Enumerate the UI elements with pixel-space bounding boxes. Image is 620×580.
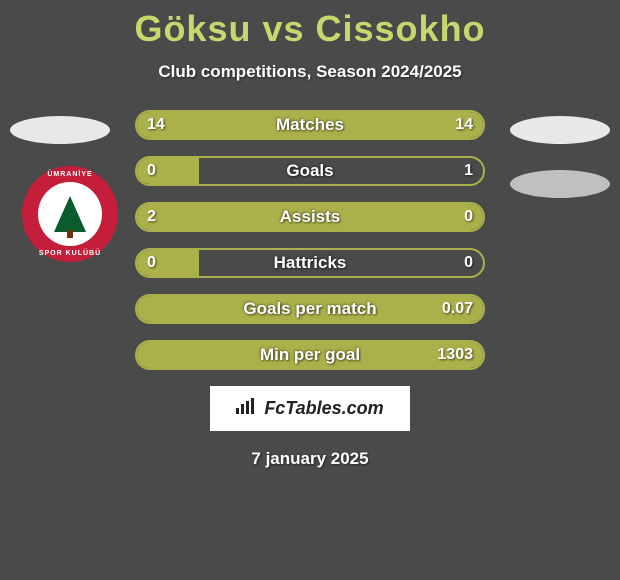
fctables-logo: FcTables.com <box>210 386 410 431</box>
stat-row: Matches 14 14 <box>135 110 485 140</box>
stat-label: Matches <box>276 115 344 135</box>
comparison-title: Göksu vs Cissokho <box>0 0 620 50</box>
stat-value-right: 0 <box>464 254 473 272</box>
stat-row: Assists 2 0 <box>135 202 485 232</box>
logo-text: FcTables.com <box>264 398 383 419</box>
badge-ring: ÜMRANİYE SPOR KULÜBÜ <box>22 166 118 262</box>
stat-label: Goals <box>286 161 333 181</box>
stat-label: Goals per match <box>243 299 376 319</box>
stat-value-right: 0.07 <box>442 300 473 318</box>
stat-value-left: 0 <box>147 254 156 272</box>
stat-value-left: 2 <box>147 208 156 226</box>
stat-row: Min per goal 1303 <box>135 340 485 370</box>
stat-label: Min per goal <box>260 345 360 365</box>
stat-row: Goals per match 0.07 <box>135 294 485 324</box>
stat-value-right: 14 <box>455 116 473 134</box>
content-area: ÜMRANİYE SPOR KULÜBÜ Matches 14 14 Goals 0 1 A… <box>0 110 620 469</box>
club-left-badge: ÜMRANİYE SPOR KULÜBÜ <box>22 166 118 262</box>
badge-text-top: ÜMRANİYE <box>22 171 118 178</box>
badge-inner <box>38 182 102 246</box>
stats-bars: Matches1414Goals01Assists20Hattricks00Go… <box>135 110 485 370</box>
player-right-placeholder <box>510 116 610 144</box>
stat-label: Hattricks <box>274 253 347 273</box>
comparison-subtitle: Club competitions, Season 2024/2025 <box>0 62 620 82</box>
stat-value-left: 0 <box>147 162 156 180</box>
stat-row: Hattricks 0 0 <box>135 248 485 278</box>
stat-value-right: 1 <box>464 162 473 180</box>
badge-text-bottom: SPOR KULÜBÜ <box>22 250 118 257</box>
stat-value-right: 0 <box>464 208 473 226</box>
stat-row: Goals 0 1 <box>135 156 485 186</box>
stat-label: Assists <box>280 207 340 227</box>
chart-icon <box>236 398 258 419</box>
stat-value-right: 1303 <box>437 346 473 364</box>
stat-value-left: 14 <box>147 116 165 134</box>
club-right-placeholder <box>510 170 610 198</box>
player-left-placeholder <box>10 116 110 144</box>
comparison-date: 7 january 2025 <box>0 449 620 469</box>
tree-icon <box>54 196 86 232</box>
